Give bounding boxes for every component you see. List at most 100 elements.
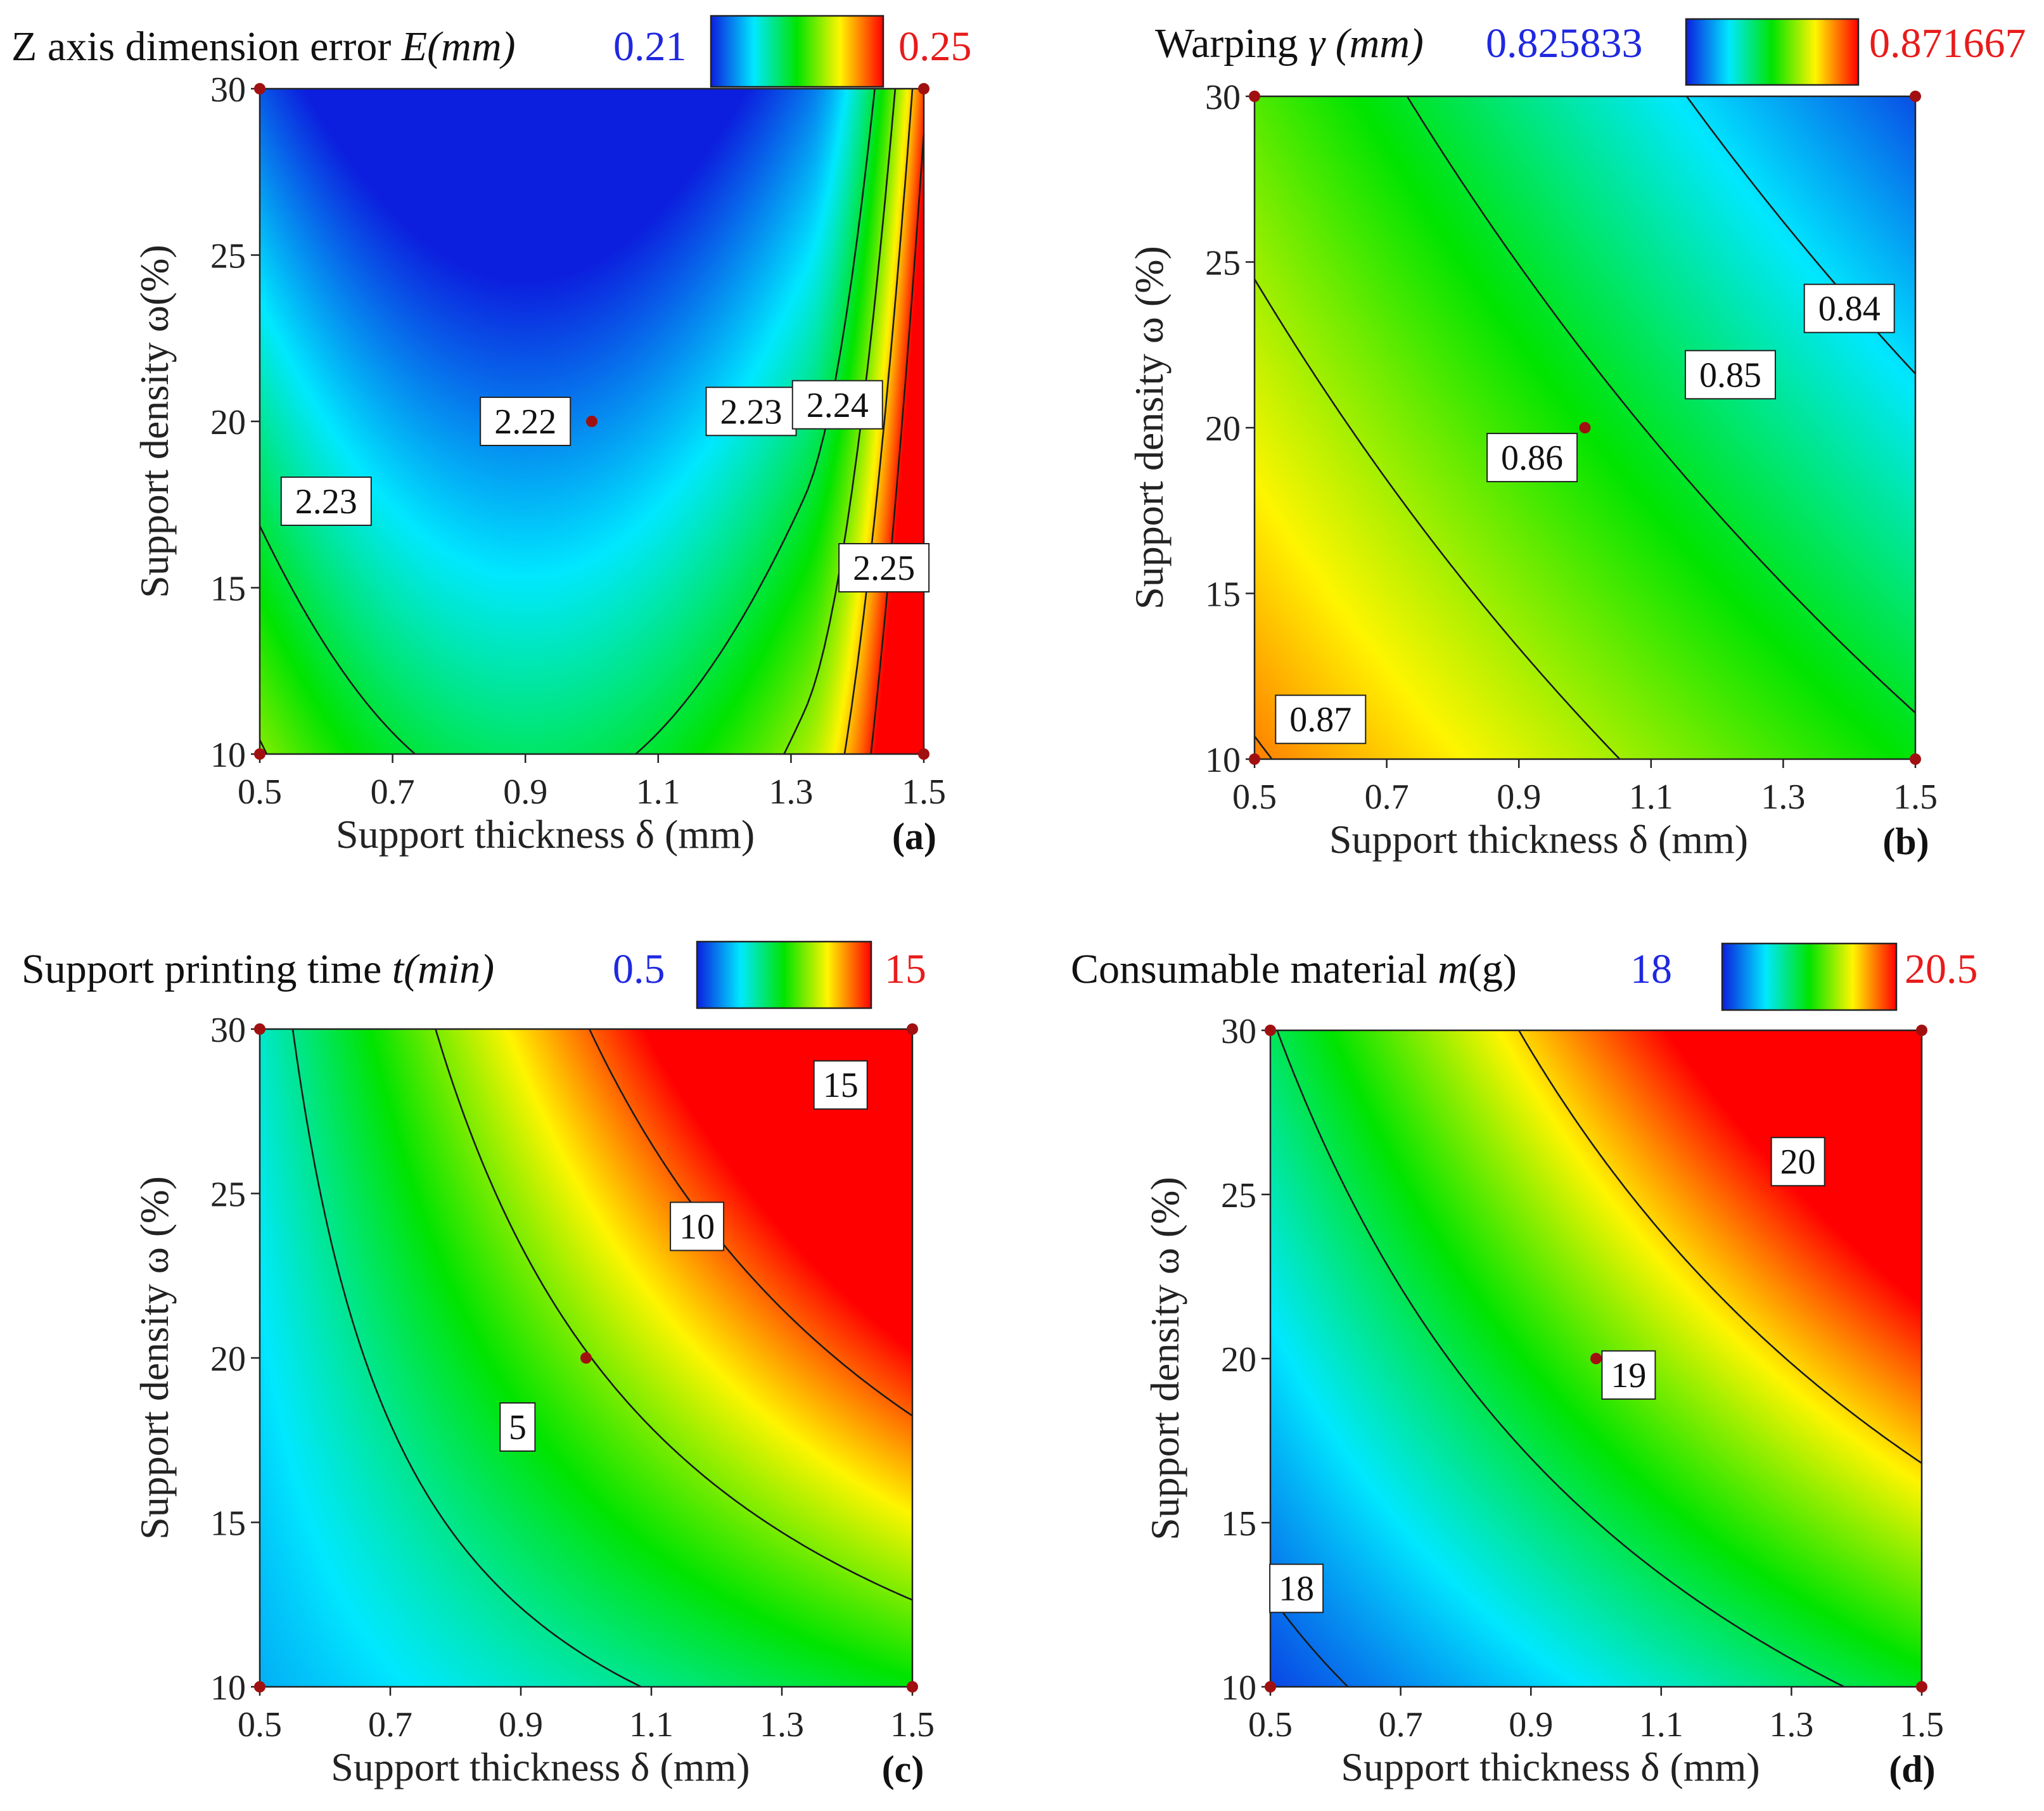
colorbar-d <box>1721 942 1898 1011</box>
chart-b: 0.5 0.7 0.9 1.1 1.3 1.5 10 15 20 25 30 Support thic… <box>1127 18 2026 862</box>
title-unit: (g) <box>1468 946 1517 992</box>
y-axis-label: Support density ω(%) <box>132 245 177 598</box>
x-tick-label: 1.5 <box>1900 1705 1944 1744</box>
design-point <box>254 1681 265 1693</box>
y-tick-label: 10 <box>210 1668 246 1708</box>
contour-label-box <box>499 1402 536 1452</box>
contour-label-text: 0.84 <box>1818 290 1881 329</box>
contour-label-text: 2.23 <box>295 482 357 522</box>
colorbar-a <box>710 15 885 88</box>
design-point <box>254 83 265 94</box>
contour-label-box <box>670 1201 725 1251</box>
contour-label: 15 <box>813 1060 868 1110</box>
contour-label-box <box>280 477 372 526</box>
x-axis-label: Support thickness δ (mm) <box>1341 1744 1760 1789</box>
y-tick-label: 10 <box>1221 1668 1256 1708</box>
title-text: Warping <box>1155 20 1308 67</box>
contour-label-box <box>813 1060 868 1110</box>
chart-c: 0.5 0.7 0.9 1.1 1.3 1.5 10 15 20 25 30 Support thic… <box>22 940 935 1790</box>
contour-label-text: 18 <box>1279 1570 1314 1609</box>
design-point <box>254 1023 265 1035</box>
x-tick-label: 1.1 <box>636 772 680 812</box>
title-text: Consumable material <box>1071 946 1438 992</box>
y-tick-label: 10 <box>210 736 246 775</box>
panel-c: 0.5 0.7 0.9 1.1 1.3 1.5 10 15 20 25 30 Support thic… <box>0 906 1022 1811</box>
x-tick-label: 1.3 <box>760 1705 804 1744</box>
chart-a: 0.5 0.7 0.9 1.1 1.3 1.5 10 15 20 25 30 Support thic… <box>11 15 972 857</box>
design-point <box>1910 753 1921 765</box>
x-tick-label: 1.1 <box>1629 778 1673 817</box>
contour-label-box <box>1601 1350 1656 1400</box>
chart-d: 0.5 0.7 0.9 1.1 1.3 1.5 10 15 20 25 30 Support thic… <box>1071 942 1978 1790</box>
chart-title: Consumable material m(g) <box>1071 946 1517 992</box>
x-tick-label: 0.7 <box>1365 778 1409 817</box>
contour-label: 2.25 <box>838 543 930 592</box>
panel-a: 0.5 0.7 0.9 1.1 1.3 1.5 10 15 20 25 30 Support thic… <box>0 0 1022 906</box>
design-point <box>918 83 929 94</box>
contour-label: 10 <box>670 1201 725 1251</box>
x-tick-label: 1.1 <box>629 1705 674 1744</box>
contour-label-box <box>791 380 883 430</box>
chart-title: Support printing time t(min) <box>22 946 494 992</box>
design-point <box>1265 1025 1276 1036</box>
panel-d: 0.5 0.7 0.9 1.1 1.3 1.5 10 15 20 25 30 Support thic… <box>1022 906 2044 1811</box>
design-point <box>1249 753 1260 765</box>
x-tick-label: 0.9 <box>1509 1705 1553 1744</box>
y-tick-label: 25 <box>210 237 246 276</box>
colorbar-max-label: 0.871667 <box>1869 20 2026 67</box>
y-axis-label: Support density ω (%) <box>1142 1177 1187 1540</box>
contour-label: 0.84 <box>1803 283 1895 333</box>
x-axis-label: Support thickness δ (mm) <box>331 1744 750 1789</box>
contour-label-box <box>838 543 930 592</box>
design-point <box>254 748 265 760</box>
colorbar-b <box>1685 18 1860 86</box>
contour-label: 19 <box>1601 1350 1656 1400</box>
design-point <box>580 1352 592 1364</box>
contour-label: 0.85 <box>1684 350 1776 400</box>
y-axis-label: Support density ω (%) <box>132 1176 177 1540</box>
design-point <box>1910 91 1921 102</box>
design-point <box>1265 1681 1276 1693</box>
x-tick-label: 1.5 <box>902 772 946 812</box>
panel-b: 0.5 0.7 0.9 1.1 1.3 1.5 10 15 20 25 30 Support thic… <box>1022 0 2044 906</box>
y-tick-label: 30 <box>210 1011 246 1050</box>
y-tick-label: 20 <box>210 403 246 442</box>
contour-line-a-2 <box>843 88 914 755</box>
contour-label: 20 <box>1770 1137 1825 1187</box>
colorbar-min-label: 18 <box>1630 946 1672 992</box>
contour-line-b-2 <box>1406 96 1916 714</box>
design-point <box>586 416 597 427</box>
contour-label-text: 19 <box>1611 1356 1646 1395</box>
design-point <box>1590 1353 1602 1364</box>
contour-line-a-0 <box>259 88 876 755</box>
contour-label-text: 10 <box>679 1207 715 1246</box>
colorbar-max-label: 15 <box>885 946 926 992</box>
x-tick-label: 1.3 <box>769 772 813 812</box>
y-tick-label: 15 <box>210 570 246 609</box>
contour-line-b-1 <box>1253 278 1621 760</box>
contour-label-box <box>1770 1137 1825 1187</box>
contour-label-box <box>1486 433 1578 483</box>
contour-label-text: 20 <box>1780 1142 1816 1182</box>
contour-label: 0.86 <box>1486 433 1578 483</box>
contour-line-c-0 <box>291 1028 642 1688</box>
x-tick-label: 1.3 <box>1769 1705 1813 1744</box>
contour-label-box <box>1269 1563 1324 1613</box>
y-tick-label: 30 <box>210 70 246 110</box>
contour-label: 2.23 <box>705 387 797 437</box>
design-point <box>918 748 929 760</box>
title-variable: E(mm) <box>401 23 516 70</box>
contour-label-text: 2.23 <box>720 392 782 432</box>
x-tick-label: 0.7 <box>371 772 415 812</box>
y-tick-label: 20 <box>1205 409 1241 449</box>
contour-label: 2.24 <box>791 380 883 430</box>
x-tick-label: 1.5 <box>890 1705 935 1744</box>
design-point <box>1916 1025 1927 1036</box>
contour-label-box <box>1803 283 1895 333</box>
title-text: Support printing time <box>22 946 392 992</box>
x-tick-label: 0.5 <box>238 772 282 812</box>
y-tick-label: 10 <box>1205 741 1241 780</box>
x-tick-label: 1.5 <box>1893 778 1938 817</box>
contour-label: 18 <box>1269 1563 1324 1613</box>
